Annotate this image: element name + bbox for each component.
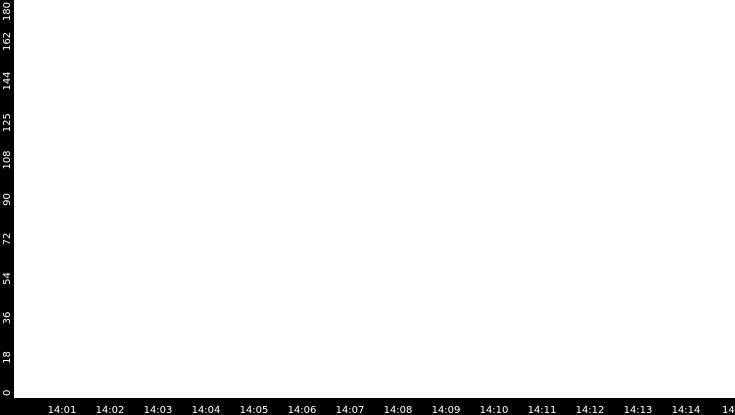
y-tick-label: 36	[2, 312, 13, 325]
x-axis: 14:01 14:02 14:03 14:04 14:05 14:06 14:0…	[48, 405, 735, 415]
x-tick-label: 14:12	[576, 405, 605, 415]
x-tick-label: 14:04	[192, 405, 221, 415]
x-tick-label: 14:11	[528, 405, 557, 415]
x-tick-label: 14:01	[48, 405, 77, 415]
y-tick-label: 125	[2, 113, 13, 132]
y-tick-label: 162	[2, 32, 13, 51]
x-tick-label: 14:14	[672, 405, 701, 415]
y-tick-label: 18	[2, 351, 13, 364]
x-tick-label: 14:06	[288, 405, 317, 415]
x-tick-label: 14:03	[144, 405, 173, 415]
x-tick-label: 14:15	[722, 405, 735, 415]
x-tick-label: 14:13	[624, 405, 653, 415]
y-tick-label: 144	[2, 71, 13, 90]
x-tick-label: 14:08	[384, 405, 413, 415]
x-tick-label: 14:10	[480, 405, 509, 415]
x-tick-label: 14:07	[336, 405, 365, 415]
y-tick-label: 108	[2, 150, 13, 169]
y-tick-label: 72	[2, 233, 13, 246]
x-tick-label: 14:09	[432, 405, 461, 415]
y-tick-label: 180	[2, 2, 13, 21]
y-tick-label: 54	[2, 272, 13, 285]
plot-area	[14, 0, 735, 398]
x-tick-label: 14:02	[96, 405, 125, 415]
y-tick-label: 90	[2, 193, 13, 206]
x-tick-label: 14:05	[240, 405, 269, 415]
y-axis: 0 18 36 54 72 90 108 125 144 162 180	[2, 2, 13, 396]
y-tick-label: 0	[2, 390, 13, 396]
